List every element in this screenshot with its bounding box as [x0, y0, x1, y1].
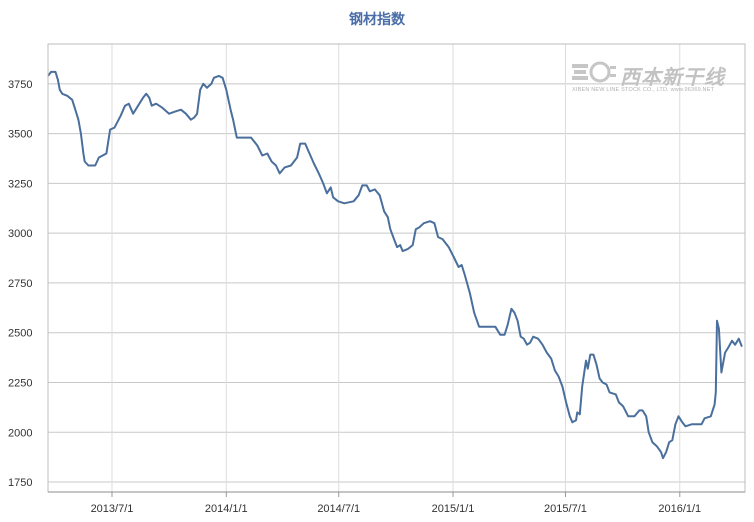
watermark-brand: 西本新干线: [620, 65, 725, 89]
x-tick-label: 2015/1/1: [432, 503, 475, 515]
series-line: [47, 70, 743, 460]
x-tick-label: 2014/1/1: [205, 503, 248, 515]
watermark-subtext: XIBEN NEW LINE STOCK CO., LTD. www.96369…: [572, 87, 715, 93]
y-tick-label: 3250: [8, 178, 32, 190]
plot-border: [47, 43, 746, 493]
y-tick-label: 2750: [8, 278, 32, 290]
y-tick-label: 2250: [8, 377, 32, 389]
logo-icon: [572, 61, 616, 83]
watermark-logo: 西本新干线 XIBEN NEW LINE STOCK CO., LTD. www…: [570, 60, 742, 96]
x-tick-label: 2016/1/1: [658, 503, 701, 515]
y-tick-label: 3500: [8, 129, 32, 141]
y-tick-label: 2000: [8, 427, 32, 439]
y-tick-label: 2500: [8, 328, 32, 340]
y-tick-label: 3750: [8, 79, 32, 91]
plot-frame: [47, 43, 746, 493]
y-tick-label: 1750: [8, 477, 32, 489]
gridlines: [48, 44, 745, 497]
x-tick-label: 2015/7/1: [544, 503, 587, 515]
series-layer: [47, 70, 743, 460]
x-tick-label: 2013/7/1: [91, 503, 134, 515]
y-tick-label: 3000: [8, 228, 32, 240]
x-axis-ticks: 2013/7/1 2014/1/1 2014/7/1 2015/1/1 2015/7/1…: [91, 503, 702, 515]
x-tick-label: 2014/7/1: [317, 503, 360, 515]
y-axis-ticks: 1750 2000 2250 2500 2750 3000 3250 3500 3750: [8, 79, 32, 489]
chart-title: 钢材指数: [349, 12, 405, 28]
